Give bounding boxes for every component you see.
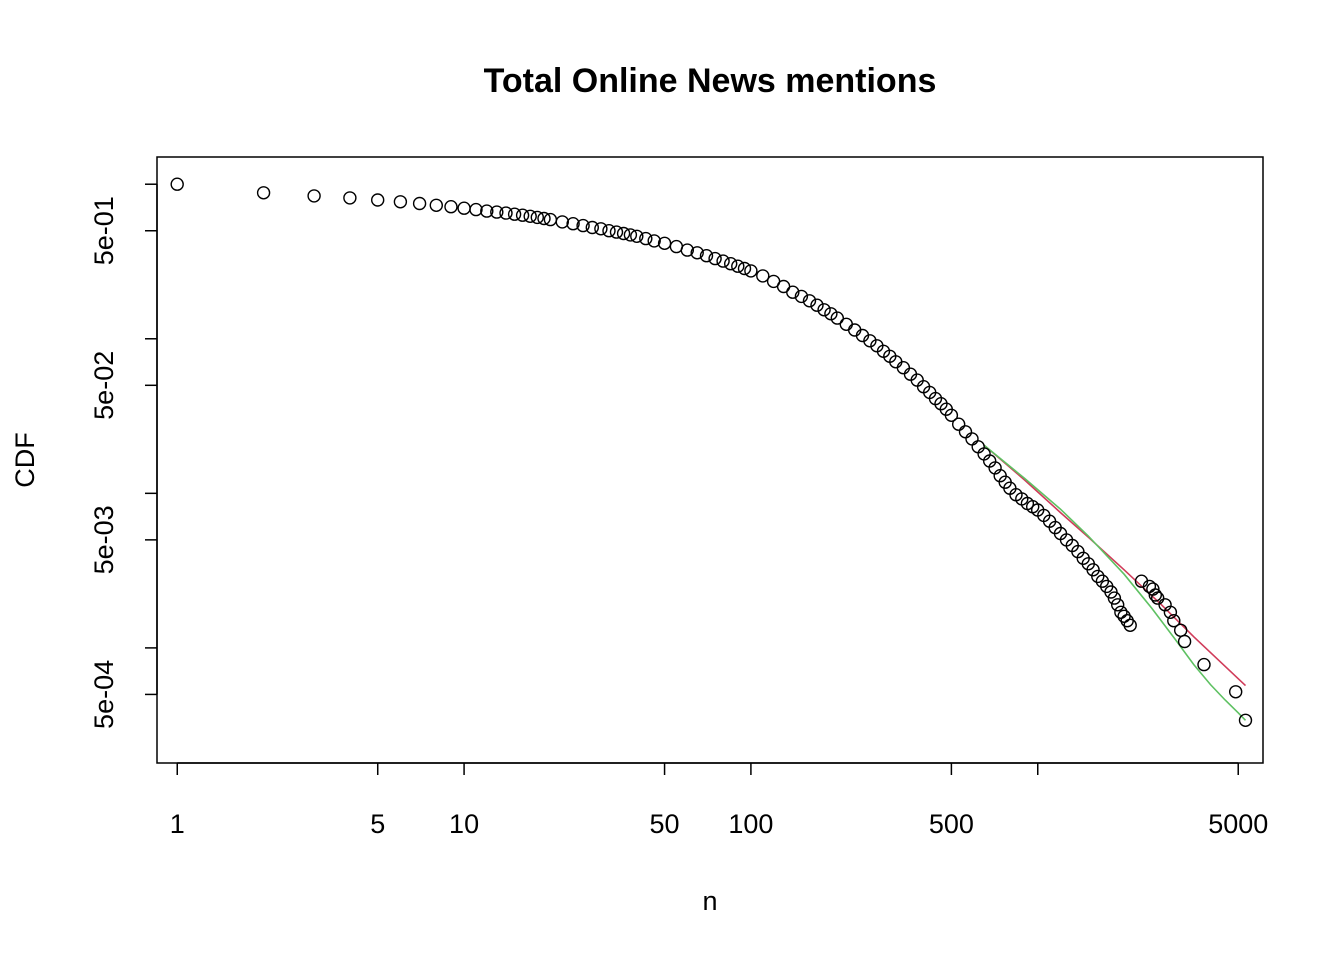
y-tick-label: 5e-04 bbox=[89, 660, 119, 729]
data-point bbox=[469, 202, 483, 217]
data-point bbox=[530, 210, 544, 225]
x-axis: 1 5 10 50 100 500 5000 bbox=[170, 762, 1268, 839]
data-point bbox=[1238, 713, 1253, 727]
data-point bbox=[1167, 614, 1181, 628]
x-tick-label: 500 bbox=[929, 809, 974, 839]
data-point bbox=[1197, 657, 1211, 672]
data-point bbox=[786, 285, 800, 299]
data-point bbox=[810, 298, 824, 312]
data-point bbox=[371, 193, 385, 207]
data-point bbox=[630, 229, 644, 244]
data-point bbox=[863, 334, 877, 348]
data-point bbox=[1117, 609, 1131, 623]
data-point bbox=[523, 209, 537, 224]
data-point bbox=[170, 177, 184, 191]
data-points bbox=[170, 177, 1253, 727]
data-point bbox=[1123, 618, 1137, 632]
data-point bbox=[708, 251, 722, 266]
data-point bbox=[1086, 563, 1100, 577]
data-point bbox=[690, 246, 704, 260]
data-point bbox=[444, 199, 458, 214]
data-point bbox=[594, 222, 608, 236]
data-point bbox=[1177, 634, 1192, 649]
data-point bbox=[699, 248, 714, 263]
data-point bbox=[499, 206, 513, 220]
data-point bbox=[731, 259, 745, 273]
data-point bbox=[744, 264, 758, 278]
data-point bbox=[1114, 605, 1128, 619]
data-point bbox=[555, 215, 569, 229]
data-point bbox=[896, 361, 911, 375]
fit-lines bbox=[983, 444, 1247, 721]
data-point bbox=[639, 231, 653, 246]
data-point bbox=[602, 223, 616, 238]
data-point bbox=[480, 204, 494, 218]
x-tick-label: 100 bbox=[728, 809, 773, 839]
data-point bbox=[1148, 588, 1163, 602]
x-tick-label: 5 bbox=[370, 809, 385, 839]
x-tick-label: 50 bbox=[650, 809, 680, 839]
data-point bbox=[1091, 569, 1105, 584]
data-point bbox=[1107, 591, 1122, 605]
data-point bbox=[944, 408, 959, 422]
data-point bbox=[952, 417, 966, 431]
data-point bbox=[429, 198, 443, 213]
data-point bbox=[457, 201, 471, 215]
data-point bbox=[724, 257, 738, 271]
data-point bbox=[393, 195, 408, 209]
x-tick-label: 10 bbox=[449, 809, 479, 839]
data-point bbox=[1150, 591, 1165, 605]
chart-title: Total Online News mentions bbox=[484, 62, 937, 100]
data-point bbox=[965, 432, 979, 446]
fit-line-2 bbox=[983, 444, 1247, 721]
data-point bbox=[616, 226, 631, 241]
data-point bbox=[307, 189, 321, 203]
data-point bbox=[680, 243, 694, 257]
data-point bbox=[515, 208, 530, 222]
data-point bbox=[839, 317, 853, 331]
data-point bbox=[1163, 605, 1178, 619]
data-point bbox=[830, 311, 844, 325]
x-tick-label: 1 bbox=[170, 809, 185, 839]
y-axis-label: CDF bbox=[10, 432, 40, 488]
data-point bbox=[958, 425, 973, 439]
data-point bbox=[490, 205, 504, 219]
data-point bbox=[1173, 623, 1188, 637]
data-point bbox=[737, 261, 752, 276]
data-point bbox=[669, 239, 684, 254]
plot-frame bbox=[156, 156, 1264, 764]
data-point bbox=[756, 269, 770, 283]
x-tick-label: 5000 bbox=[1208, 809, 1268, 839]
data-point bbox=[576, 218, 590, 233]
data-point bbox=[256, 186, 271, 200]
y-tick-label: 5e-02 bbox=[89, 351, 119, 420]
data-point bbox=[623, 228, 638, 242]
data-point bbox=[1110, 598, 1125, 612]
data-point bbox=[802, 294, 817, 308]
data-point bbox=[343, 191, 357, 205]
data-point bbox=[647, 234, 661, 248]
data-point bbox=[794, 289, 809, 304]
data-point bbox=[609, 225, 624, 239]
data-point bbox=[537, 211, 551, 226]
y-tick-label: 5e-03 bbox=[89, 505, 119, 574]
data-point bbox=[817, 303, 831, 317]
data-point bbox=[412, 196, 427, 211]
data-point bbox=[716, 254, 730, 268]
data-point bbox=[1228, 685, 1243, 699]
data-point bbox=[776, 279, 791, 294]
y-tick-label: 5e-01 bbox=[89, 196, 119, 265]
fit-line-1 bbox=[983, 444, 1247, 687]
data-point bbox=[507, 207, 522, 221]
data-point bbox=[585, 220, 599, 235]
data-point bbox=[566, 216, 580, 231]
y-axis: 5e-01 5e-02 5e-03 5e-04 bbox=[89, 183, 158, 729]
x-axis-label: n bbox=[702, 886, 717, 916]
